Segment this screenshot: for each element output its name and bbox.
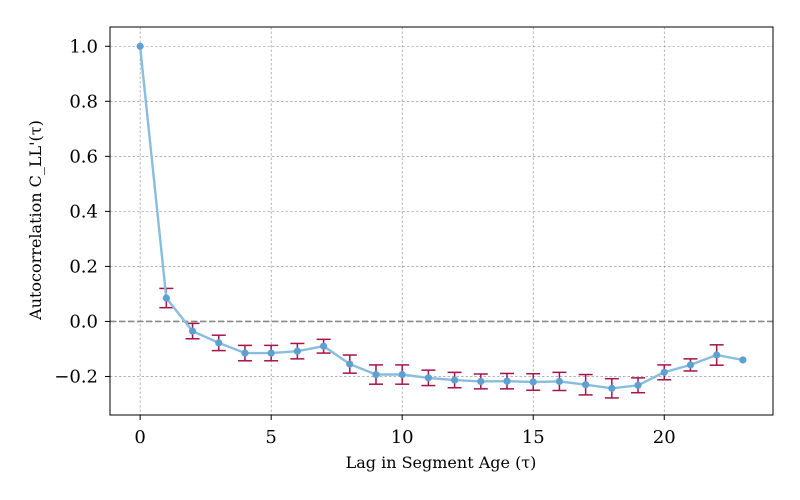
y-tick-label: 0.4: [69, 201, 98, 222]
data-point: [162, 294, 170, 302]
data-point: [319, 342, 328, 350]
y-tick-label: 0.8: [69, 91, 98, 112]
data-point: [346, 360, 354, 368]
data-point: [555, 377, 564, 386]
y-tick-label: 1.0: [69, 36, 98, 57]
x-tick-label: 0: [134, 427, 145, 448]
x-tick-label: 10: [391, 427, 414, 448]
data-point: [608, 384, 616, 392]
x-tick-label: 5: [265, 427, 276, 448]
data-point: [660, 368, 668, 376]
data-point: [529, 378, 537, 386]
x-axis-label: Lag in Segment Age (τ): [346, 453, 537, 472]
y-axis-label: Autocorrelation C_LL'(τ): [26, 120, 45, 321]
data-point: [713, 351, 721, 359]
y-tick-label: 0.6: [69, 146, 98, 167]
data-point: [398, 370, 406, 379]
data-point: [634, 381, 642, 389]
data-point: [477, 377, 485, 386]
data-markers: [136, 42, 747, 392]
data-point: [424, 374, 432, 382]
x-tick-label: 15: [522, 427, 545, 448]
data-point: [293, 347, 301, 355]
data-point: [451, 376, 459, 384]
data-point: [241, 349, 249, 357]
data-point: [686, 361, 695, 369]
y-tick-label: 0.2: [69, 256, 98, 277]
grid: [110, 27, 773, 415]
y-tick-label: −0.2: [54, 366, 98, 387]
plot-frame: [109, 26, 774, 416]
data-point: [503, 377, 511, 385]
x-axis-ticks: 0 5 10 15 20: [134, 415, 676, 448]
data-point: [582, 381, 590, 389]
data-point: [267, 349, 275, 357]
data-point: [136, 42, 144, 50]
data-point: [215, 339, 223, 347]
data-point: [372, 370, 380, 379]
data-point: [739, 356, 747, 364]
series-line: [138, 46, 744, 390]
x-tick-label: 20: [653, 427, 676, 448]
error-bars: [159, 287, 724, 399]
data-point: [188, 327, 197, 335]
y-axis-ticks: −0.2 0.0 0.2 0.4 0.6 0.8 1.0: [54, 36, 110, 387]
y-tick-label: 0.0: [69, 311, 98, 332]
